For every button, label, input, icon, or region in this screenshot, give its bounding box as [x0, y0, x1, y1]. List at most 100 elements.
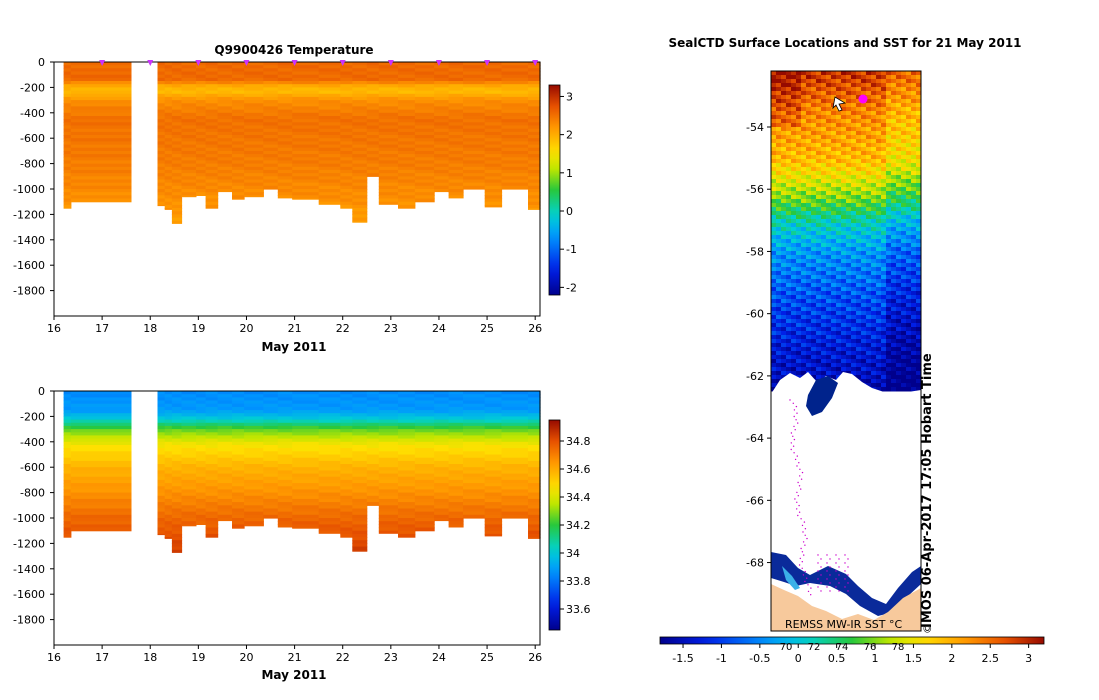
profile-cell	[352, 163, 368, 168]
profile-cell	[292, 524, 320, 529]
profile-cell	[352, 397, 368, 402]
profile-cell	[398, 470, 416, 475]
sst-cell	[811, 375, 817, 380]
sst-cell	[821, 367, 827, 372]
sst-cell	[901, 183, 907, 188]
sst-row	[771, 131, 921, 136]
profile-cell	[463, 419, 486, 424]
profile-cell	[232, 96, 245, 101]
sst-cell	[851, 143, 857, 148]
profile-cell	[70, 160, 132, 165]
sst-cell	[781, 331, 787, 336]
profile-cell	[217, 432, 233, 437]
sst-cell	[901, 187, 907, 192]
sst-cell	[841, 267, 847, 272]
profile-cell	[157, 511, 166, 516]
sst-cell	[886, 351, 892, 356]
profile-cell	[528, 93, 541, 98]
profile-cell	[164, 144, 173, 149]
profile-cell	[501, 416, 529, 421]
profile-cell	[292, 495, 320, 500]
profile-cell	[318, 84, 341, 88]
profile-cell	[171, 422, 183, 427]
sst-cell	[831, 307, 837, 312]
sst-cell	[896, 87, 902, 92]
profile-cell	[232, 144, 245, 149]
profile-cell	[217, 460, 233, 465]
sst-cell	[791, 347, 797, 352]
profile-cell	[352, 429, 368, 433]
sst-cell	[771, 91, 777, 96]
profile-cell	[244, 470, 264, 475]
profile-cell	[232, 495, 245, 500]
sst-cell	[891, 327, 897, 332]
sst-cell	[801, 287, 807, 292]
profile-cell	[196, 179, 207, 184]
profile-cell	[292, 150, 320, 155]
sst-cell	[811, 303, 817, 308]
sst-cell	[846, 103, 852, 108]
profile-cell	[171, 189, 183, 193]
sst-cell	[911, 307, 917, 312]
sst-cell	[916, 375, 921, 380]
profile-cell	[414, 87, 435, 92]
profile-cell	[196, 182, 207, 187]
sst-cell	[796, 227, 802, 232]
sst-cell	[856, 299, 862, 304]
profile-cell	[366, 441, 380, 446]
sst-cell	[861, 207, 867, 212]
sst-cell	[791, 223, 797, 228]
sst-cell	[801, 139, 807, 144]
profile-column	[171, 391, 183, 553]
sst-cell	[886, 279, 892, 284]
profile-cell	[263, 150, 279, 155]
sst-cell	[896, 75, 902, 80]
sst-cell	[901, 111, 907, 116]
profile-cell	[463, 138, 486, 142]
sst-cell	[911, 379, 917, 384]
sst-cell	[901, 127, 907, 132]
sst-cell	[896, 331, 902, 336]
profile-cell	[414, 489, 435, 494]
profile-cell	[340, 141, 353, 146]
sst-cell	[866, 295, 872, 300]
profile-cell	[292, 397, 320, 402]
sst-cell	[796, 243, 802, 248]
sst-cell	[811, 151, 817, 156]
profile-column	[378, 62, 399, 205]
profile-cell	[164, 495, 173, 500]
profile-cell	[352, 100, 368, 104]
profile-cell	[501, 96, 529, 101]
sst-cell	[806, 167, 812, 172]
sst-cell	[866, 315, 872, 320]
profile-cell	[398, 112, 416, 117]
sst-cell	[906, 359, 912, 364]
profile-cell	[63, 138, 72, 142]
sst-cell	[781, 79, 787, 84]
profile-cell	[205, 524, 219, 529]
profile-cell	[398, 103, 416, 108]
sst-cell	[821, 243, 827, 248]
profile-cell	[463, 403, 486, 408]
profile-cell	[205, 457, 219, 462]
sst-cell	[891, 131, 897, 136]
profile-cell	[366, 128, 380, 133]
sst-cell	[876, 95, 882, 100]
profile-cell	[217, 425, 233, 430]
sst-cell	[801, 227, 807, 232]
sst-cell	[816, 99, 822, 104]
profile-cell	[232, 441, 245, 446]
sst-cell	[781, 363, 787, 368]
sst-cell	[871, 167, 877, 172]
sst-cell	[836, 275, 842, 280]
sst-row	[771, 147, 921, 152]
profile-cell	[277, 441, 293, 446]
sst-cell	[791, 323, 797, 328]
sst-cell	[776, 247, 782, 252]
profile-cell	[378, 112, 399, 117]
profile-cell	[434, 460, 450, 465]
sst-row	[771, 107, 921, 112]
sst-cell	[811, 123, 817, 128]
profile-cell	[292, 71, 320, 76]
profile-cell	[232, 489, 245, 494]
